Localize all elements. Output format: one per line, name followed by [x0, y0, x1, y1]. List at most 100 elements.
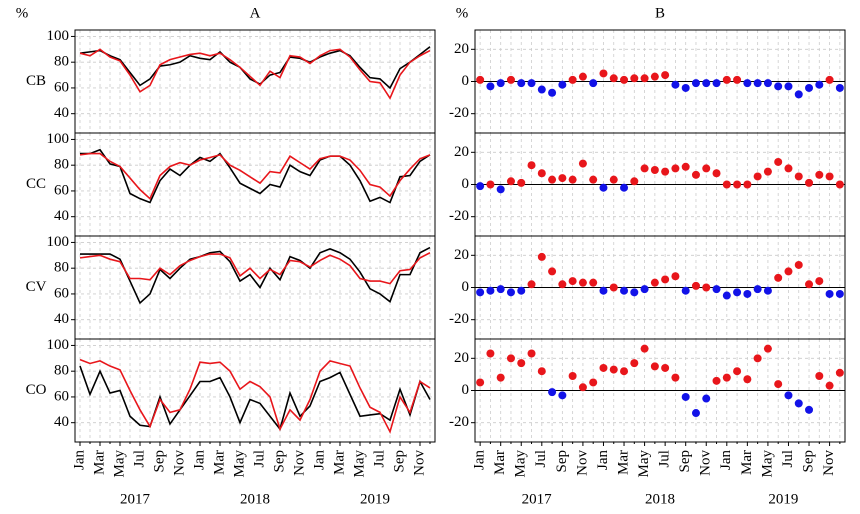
- dot: [558, 80, 567, 89]
- y-tick-label: 60: [54, 285, 69, 301]
- dot: [784, 82, 793, 91]
- dot: [733, 288, 742, 297]
- x-tick-label: Sep: [271, 450, 287, 473]
- dot: [640, 344, 649, 353]
- dot: [599, 183, 608, 192]
- dot: [609, 175, 618, 184]
- y-tick-label: 100: [47, 28, 70, 44]
- dot: [578, 159, 587, 168]
- x-tick-label: Jul: [371, 450, 387, 468]
- year-label: 2019: [360, 491, 390, 507]
- dot: [476, 378, 485, 387]
- dot: [517, 359, 526, 368]
- dot: [794, 90, 803, 99]
- dot: [486, 180, 495, 189]
- dot: [671, 80, 680, 89]
- dot: [568, 175, 577, 184]
- x-tick-label: Jan: [71, 450, 87, 470]
- dot: [784, 164, 793, 173]
- year-label: 2018: [645, 491, 675, 507]
- y-tick-label: 40: [54, 105, 69, 121]
- dot: [568, 277, 577, 286]
- x-tick-label: Jan: [595, 450, 611, 470]
- x-tick-label: Sep: [677, 450, 693, 473]
- dot: [825, 289, 834, 298]
- panel-title: A: [250, 5, 261, 21]
- dot: [763, 79, 772, 88]
- dot: [815, 170, 824, 179]
- dot: [712, 376, 721, 385]
- x-tick-label: Sep: [391, 450, 407, 473]
- year-label: 2019: [768, 491, 798, 507]
- dot: [671, 272, 680, 281]
- dot: [681, 392, 690, 401]
- y-axis-label: %: [16, 5, 29, 21]
- x-tick-label: Mar: [615, 450, 631, 475]
- dot: [691, 170, 700, 179]
- dot: [815, 277, 824, 286]
- dot: [620, 183, 629, 192]
- dot: [476, 288, 485, 297]
- dot: [548, 388, 557, 397]
- dot: [486, 286, 495, 295]
- dot: [599, 286, 608, 295]
- dot: [743, 375, 752, 384]
- dot: [691, 409, 700, 418]
- dot: [496, 79, 505, 88]
- dot: [486, 349, 495, 358]
- dot: [650, 362, 659, 371]
- x-tick-label: Jul: [657, 450, 673, 468]
- dot: [743, 79, 752, 88]
- y-tick-label: 40: [54, 311, 69, 327]
- dot: [558, 280, 567, 289]
- dot: [630, 359, 639, 368]
- dot: [640, 74, 649, 83]
- dot: [599, 363, 608, 372]
- dot: [661, 275, 670, 284]
- dot: [558, 174, 567, 183]
- x-tick-label: May: [351, 450, 367, 478]
- x-tick-label: Nov: [574, 450, 590, 476]
- dot: [589, 378, 598, 387]
- dot: [753, 172, 762, 181]
- y-tick-label: 60: [54, 182, 69, 198]
- dot: [568, 372, 577, 381]
- dot: [743, 289, 752, 298]
- dot: [548, 88, 557, 97]
- x-tick-label: May: [231, 450, 247, 478]
- dot: [537, 252, 546, 261]
- x-tick-label: Sep: [554, 450, 570, 473]
- panel-title: B: [655, 5, 665, 21]
- dot: [661, 71, 670, 80]
- dot: [722, 373, 731, 382]
- y-tick-label: 100: [47, 234, 70, 250]
- dot: [722, 291, 731, 300]
- y-tick-label: 0: [462, 73, 470, 89]
- x-tick-label: Sep: [151, 450, 167, 473]
- dot: [486, 82, 495, 91]
- dot: [733, 75, 742, 84]
- dot: [774, 157, 783, 166]
- x-tick-label: Jul: [780, 450, 796, 468]
- panel-frame: [74, 132, 436, 237]
- dot: [506, 288, 515, 297]
- dot: [702, 79, 711, 88]
- y-tick-label: 20: [454, 350, 469, 366]
- dot: [640, 285, 649, 294]
- dot: [661, 167, 670, 176]
- dot: [825, 75, 834, 84]
- dot: [702, 283, 711, 292]
- dot: [712, 169, 721, 178]
- row-label: CO: [26, 382, 47, 398]
- y-tick-label: 80: [54, 363, 69, 379]
- dot: [599, 69, 608, 78]
- dot: [733, 367, 742, 376]
- y-tick-label: 100: [47, 131, 70, 147]
- x-tick-label: Nov: [291, 450, 307, 476]
- dot: [794, 399, 803, 408]
- line: [79, 365, 431, 431]
- dot: [712, 79, 721, 88]
- dot: [753, 354, 762, 363]
- y-tick-label: 80: [54, 54, 69, 70]
- row-label: CV: [26, 279, 47, 295]
